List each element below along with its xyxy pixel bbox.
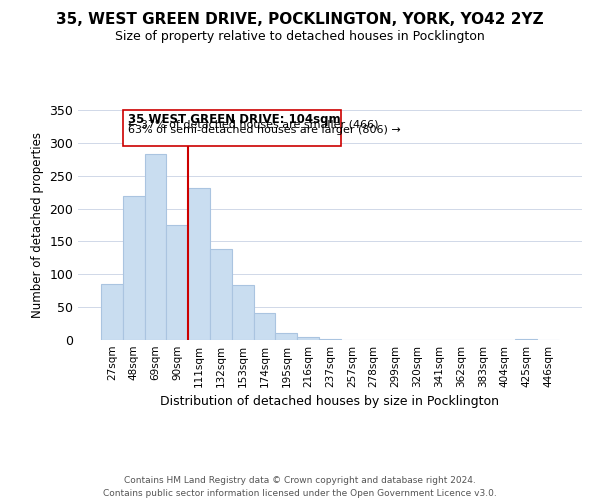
Bar [254,313,275,340]
Bar [210,250,232,340]
X-axis label: Distribution of detached houses by size in Pocklington: Distribution of detached houses by size … [161,396,499,408]
Y-axis label: Number of detached properties: Number of detached properties [31,132,44,318]
Text: ← 37% of detached houses are smaller (466): ← 37% of detached houses are smaller (46… [128,119,379,129]
Text: 35 WEST GREEN DRIVE: 104sqm: 35 WEST GREEN DRIVE: 104sqm [128,114,341,126]
Bar [166,225,188,340]
Bar [123,196,145,340]
Bar [145,154,166,340]
Bar [297,338,319,340]
Text: 63% of semi-detached houses are larger (806) →: 63% of semi-detached houses are larger (… [128,125,401,135]
Bar [188,188,210,340]
Text: 35, WEST GREEN DRIVE, POCKLINGTON, YORK, YO42 2YZ: 35, WEST GREEN DRIVE, POCKLINGTON, YORK,… [56,12,544,28]
Bar [232,285,254,340]
Text: Contains public sector information licensed under the Open Government Licence v3: Contains public sector information licen… [103,489,497,498]
Bar [275,333,297,340]
Text: Size of property relative to detached houses in Pocklington: Size of property relative to detached ho… [115,30,485,43]
FancyBboxPatch shape [123,110,341,146]
Bar [101,284,123,340]
Text: Contains HM Land Registry data © Crown copyright and database right 2024.: Contains HM Land Registry data © Crown c… [124,476,476,485]
